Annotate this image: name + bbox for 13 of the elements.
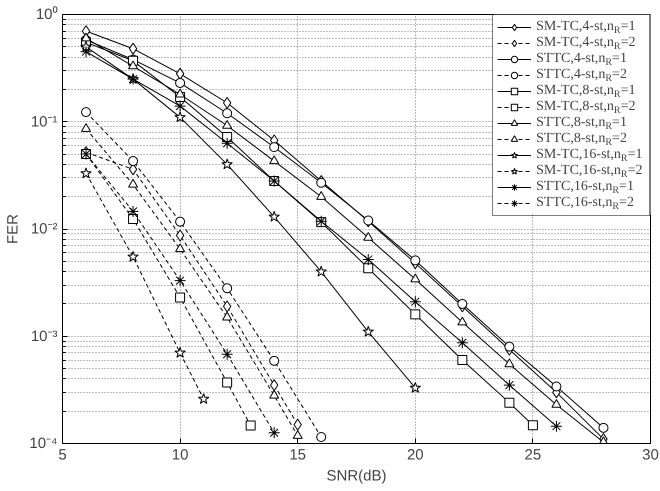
- y-axis-title: FER: [4, 214, 22, 244]
- x-axis-title: SNR(dB): [326, 468, 387, 484]
- x-tick-label: 25: [524, 446, 542, 464]
- y-tick-label: 10⁻⁴: [29, 435, 58, 452]
- y-tick-label: 10⁰: [36, 6, 58, 23]
- x-tick-label: 10: [172, 446, 188, 464]
- x-tick-label: 20: [406, 446, 424, 464]
- y-tick-label: 10⁻³: [30, 328, 58, 345]
- y-tick-label: 10⁻²: [30, 220, 58, 238]
- y-tick-label: 10⁻¹: [30, 113, 58, 130]
- x-tick-label: 5: [58, 446, 67, 464]
- x-tick-label: 15: [289, 446, 306, 464]
- x-tick-label: 30: [642, 446, 659, 464]
